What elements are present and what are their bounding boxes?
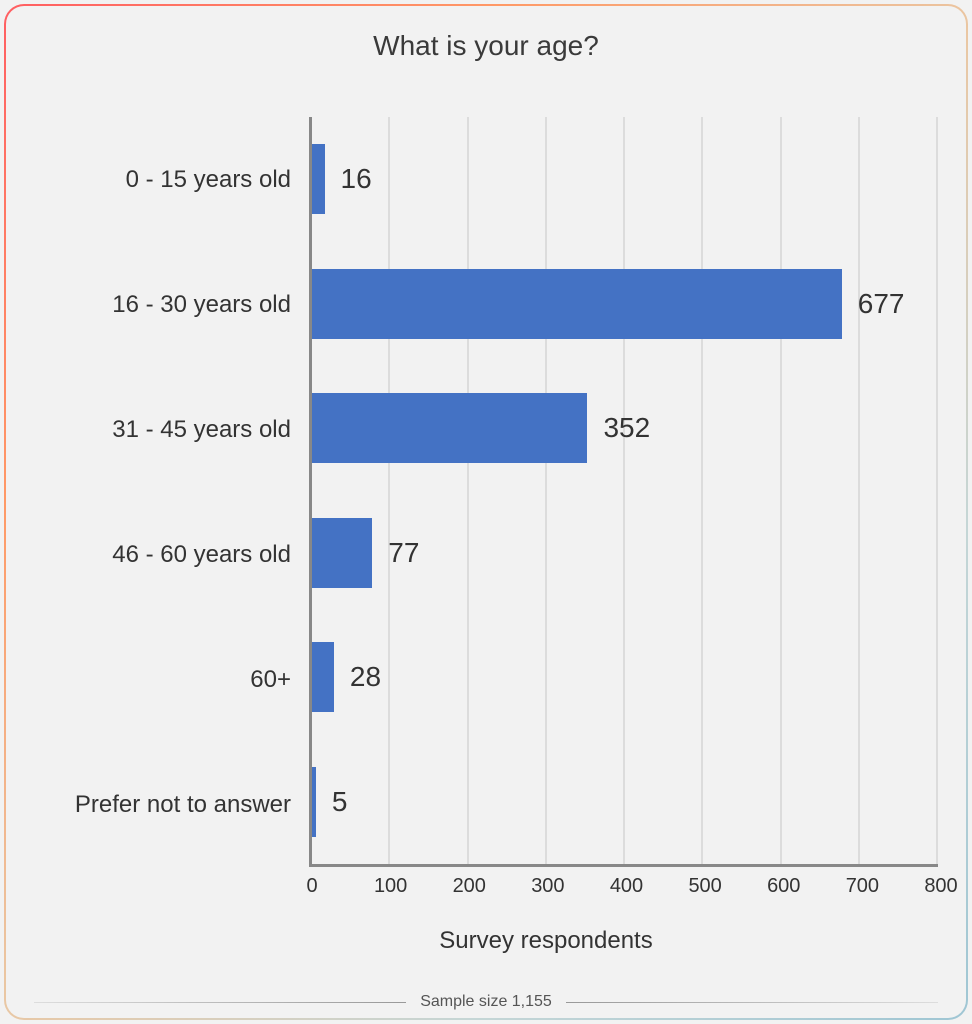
chart-card: What is your age? 0 - 15 years old 16 - … <box>4 4 968 1020</box>
y-label: 0 - 15 years old <box>126 166 291 194</box>
bar <box>312 144 325 214</box>
chart-card-inner: What is your age? 0 - 15 years old 16 - … <box>6 6 966 1018</box>
bar <box>312 393 587 463</box>
x-tick-label: 700 <box>846 875 879 898</box>
bar-row: 77 <box>312 518 938 588</box>
x-tick-label: 200 <box>453 875 486 898</box>
y-label: 31 - 45 years old <box>112 416 291 444</box>
bar-row: 677 <box>312 269 938 339</box>
x-tick-label: 400 <box>610 875 643 898</box>
footer-divider <box>566 1002 938 1003</box>
bar-value-label: 77 <box>388 537 419 569</box>
y-label: 60+ <box>250 666 291 694</box>
bar-value-label: 28 <box>350 661 381 693</box>
bar-value-label: 16 <box>341 163 372 195</box>
chart-area: 0 - 15 years old 16 - 30 years old 31 - … <box>34 117 938 955</box>
y-axis-labels: 0 - 15 years old 16 - 30 years old 31 - … <box>34 117 309 867</box>
bar <box>312 518 372 588</box>
x-tick-label: 600 <box>767 875 800 898</box>
plot-area: 16 677 352 77 <box>309 117 938 867</box>
y-label: Prefer not to answer <box>75 791 291 819</box>
bar <box>312 767 316 837</box>
bar-row: 352 <box>312 393 938 463</box>
x-tick-label: 0 <box>306 875 317 898</box>
sample-size-text: Sample size 1,155 <box>420 993 552 1011</box>
bar <box>312 642 334 712</box>
x-tick-label: 800 <box>924 875 957 898</box>
bar-row: 28 <box>312 642 938 712</box>
bar <box>312 269 842 339</box>
x-tick-label: 500 <box>688 875 721 898</box>
chart-body: 0 - 15 years old 16 - 30 years old 31 - … <box>34 117 938 867</box>
x-axis-label: Survey respondents <box>154 927 938 955</box>
footer: Sample size 1,155 <box>34 993 938 1011</box>
bar-value-label: 5 <box>332 786 348 818</box>
bars-container: 16 677 352 77 <box>312 117 938 864</box>
y-label: 46 - 60 years old <box>112 541 291 569</box>
y-label: 16 - 30 years old <box>112 291 291 319</box>
bar-value-label: 352 <box>603 412 650 444</box>
x-axis-ticks: 0100200300400500600700800 <box>309 875 938 905</box>
x-tick-label: 300 <box>531 875 564 898</box>
x-tick-label: 100 <box>374 875 407 898</box>
footer-divider <box>34 1002 406 1003</box>
bar-row: 5 <box>312 767 938 837</box>
bar-value-label: 677 <box>858 288 905 320</box>
bar-row: 16 <box>312 144 938 214</box>
chart-title: What is your age? <box>34 30 938 62</box>
